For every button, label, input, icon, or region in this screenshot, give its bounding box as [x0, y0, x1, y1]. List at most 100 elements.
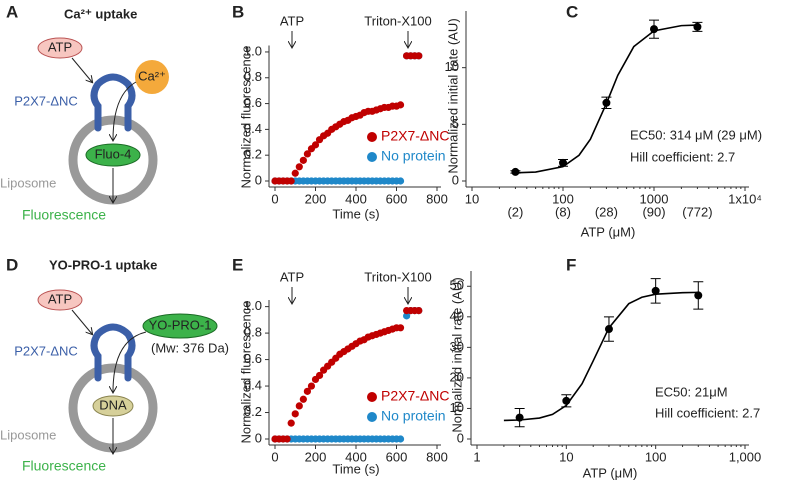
chart-panel: F 0 10 20 30 40 50 1 10 100 1,000 Normalized initia… [449, 255, 761, 480]
data-point [307, 382, 316, 390]
y-tick-label: 0.2 [244, 147, 262, 162]
x-tick-label: 1x10⁴ [728, 191, 762, 206]
data-point [651, 286, 660, 295]
data-point [303, 150, 311, 158]
data-point [299, 156, 307, 164]
x-tick-label: 1000 [640, 191, 669, 206]
y-tick-label: 10 [450, 400, 464, 415]
ion-label: Ca²⁺ [138, 68, 166, 83]
data-point [396, 177, 405, 185]
y-axis-label: Normalized initial rate (AU) [445, 18, 460, 173]
data-point [415, 306, 423, 315]
x-sublabel: (90) [642, 204, 665, 219]
data-point [315, 371, 324, 380]
y-tick-label: 0 [457, 430, 464, 445]
y-tick-label: 0 [255, 172, 262, 187]
data-point [403, 312, 411, 320]
legend-marker [367, 152, 377, 162]
target-shape [92, 395, 134, 417]
channel [90, 323, 136, 382]
data-point [291, 169, 299, 177]
annotation: EC50: 21μM [655, 384, 728, 399]
data-point [562, 396, 571, 405]
dye-shape [85, 143, 141, 167]
legend-marker [367, 412, 377, 422]
data-point [295, 402, 303, 410]
diagram-a: A Ca²⁺ uptake ATP P2X7-ΔNC Ca²⁺ Fluo-4 L… [0, 2, 169, 223]
data-point [295, 163, 303, 171]
annotation: ATP [280, 269, 304, 284]
y-axis-label: Normalized fluorescence [238, 45, 253, 188]
data-point [287, 177, 295, 185]
data-point [650, 25, 658, 34]
data-point [396, 435, 405, 443]
data-point [396, 101, 405, 109]
x-tick-label: 1,000 [729, 449, 762, 464]
y-axis-label: Normalized initial rate (AU) [449, 277, 464, 432]
x-axis-label: Time (s) [332, 461, 379, 476]
channel-label: P2X7-ΔNC [14, 93, 78, 108]
legend-label: P2X7-ΔNC [381, 128, 449, 144]
x-tick-label: 10 [465, 191, 479, 206]
x-tick-label: 200 [305, 191, 327, 206]
annotation: ATP [280, 13, 304, 28]
x-tick-label: 400 [345, 191, 367, 206]
data-point [303, 387, 311, 395]
y-tick-label: 1.0 [244, 298, 262, 313]
y-tick-label: 40 [450, 308, 464, 323]
data-point [602, 98, 611, 107]
data-point [415, 52, 423, 60]
liposome-label: Liposome [0, 427, 56, 442]
x-axis-label: ATP (μM) [581, 224, 636, 239]
y-tick-label: 0.6 [244, 351, 262, 366]
channel-label: P2X7-ΔNC [14, 343, 78, 358]
legend-marker [367, 132, 377, 142]
chart-panel: C 0 5 10 10 100 1000 1x10⁴ Normalized initial ra… [445, 2, 763, 239]
y-tick-label: 5 [452, 116, 459, 131]
ligand-shape [37, 289, 83, 311]
output-label: Fluorescence [22, 207, 106, 223]
panel-letter: E [232, 255, 243, 274]
data-point [511, 167, 520, 176]
x-tick-label: 10 [559, 449, 573, 464]
y-tick-label: 10 [445, 59, 459, 74]
x-tick-label: 800 [426, 449, 448, 464]
legend-label: No protein [381, 148, 446, 164]
data-point [515, 413, 524, 422]
y-tick-label: 0.8 [244, 69, 262, 84]
chart-panel: B 0 0.2 0.4 0.6 0.8 1.0 0 200 400 600 800 Normalized… [232, 2, 449, 221]
y-tick-label: 0.4 [244, 377, 262, 392]
x-sublabel: (772) [682, 204, 712, 219]
y-tick-label: 0 [452, 172, 459, 187]
panel-letter: B [232, 2, 244, 21]
ligand-label: ATP [48, 291, 72, 306]
x-axis-label: Time (s) [332, 206, 379, 221]
legend-marker [367, 392, 377, 402]
dye-shape [142, 313, 218, 339]
fit-line [503, 291, 699, 422]
data-point [311, 141, 320, 149]
x-tick-label: 0 [271, 449, 278, 464]
x-tick-label: 800 [426, 191, 448, 206]
y-tick-label: 0.2 [244, 404, 262, 419]
y-tick-label: 50 [450, 278, 464, 293]
x-sublabel: (8) [555, 204, 571, 219]
y-tick-label: 0.8 [244, 325, 262, 340]
data-point [559, 158, 567, 167]
panel-letter: F [566, 255, 576, 274]
x-tick-label: 600 [386, 449, 408, 464]
ion-shape [135, 60, 169, 94]
dye-note: (Mw: 376 Da) [151, 340, 229, 355]
arrow [71, 309, 92, 334]
data-point [694, 291, 703, 300]
arrow [71, 57, 92, 82]
y-axis-label: Normalized fluorescence [238, 300, 253, 443]
annotation: Hill coefficient: 2.7 [630, 149, 735, 164]
x-axis-label: ATP (μM) [583, 465, 638, 480]
ligand-label: ATP [48, 39, 72, 54]
legend-label: No protein [381, 408, 446, 424]
y-tick-label: 0.6 [244, 95, 262, 110]
x-tick-label: 1 [473, 449, 480, 464]
target-label: DNA [99, 397, 127, 412]
